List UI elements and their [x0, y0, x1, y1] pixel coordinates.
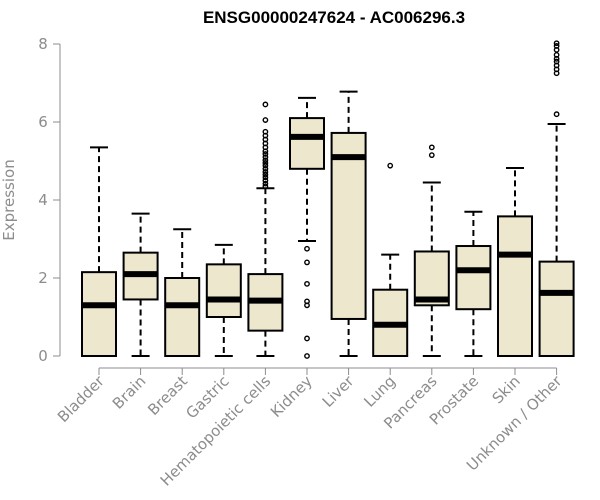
x-tick-label: Liver [319, 372, 358, 411]
outlier-point [262, 177, 269, 184]
chart-title: ENSG00000247624 - AC006296.3 [203, 8, 465, 27]
box-unknown-other [538, 40, 575, 357]
outlier-point [553, 58, 560, 65]
box-iqr [497, 215, 533, 357]
box-kidney [289, 96, 325, 359]
box-skin [497, 167, 533, 357]
outlier-point [262, 128, 269, 135]
outlier-point [428, 152, 435, 159]
outlier-point [304, 353, 310, 359]
box-liver [330, 90, 367, 357]
outlier-point [262, 171, 269, 178]
y-axis-label: Expression [0, 159, 18, 240]
box-pancreas [413, 144, 450, 357]
y-tick-label: 4 [38, 191, 48, 209]
box-iqr [538, 260, 575, 357]
box-breast [164, 228, 201, 357]
outlier-point [387, 162, 394, 169]
outlier-point [553, 40, 560, 47]
outlier-point [262, 117, 269, 123]
outlier-point [304, 335, 310, 342]
outlier-point [262, 169, 269, 175]
x-tick-label: Skin [489, 372, 524, 407]
box-gastric [205, 243, 242, 357]
outlier-point [262, 154, 269, 161]
box-brain [122, 212, 159, 357]
outlier-point [553, 52, 560, 58]
outlier-point [262, 165, 269, 172]
outlier-point [262, 101, 269, 108]
x-tick-label: Bladder [54, 372, 108, 426]
box-iqr [289, 117, 325, 170]
box-prostate [455, 210, 492, 357]
outlier-point [262, 183, 269, 190]
box-iqr [413, 250, 450, 307]
box-iqr [455, 245, 492, 311]
outlier-point [262, 160, 269, 166]
x-tick-label: Kidney [267, 372, 316, 421]
y-tick-label: 0 [38, 347, 48, 365]
y-tick-label: 2 [38, 269, 48, 287]
box-iqr [164, 277, 201, 357]
outlier-point [304, 298, 310, 305]
outlier-point [262, 180, 269, 187]
outlier-point [304, 245, 310, 252]
outlier-point [553, 43, 560, 49]
outlier-point [428, 144, 435, 151]
outlier-point [262, 151, 269, 157]
boxes-layer [81, 40, 575, 359]
y-tick-label: 8 [38, 35, 48, 53]
outlier-point [553, 111, 560, 118]
box-bladder [81, 146, 117, 357]
box-iqr [81, 271, 117, 357]
x-tick-label: Lung [360, 372, 399, 411]
box-iqr [330, 131, 367, 320]
y-tick-label: 6 [38, 113, 48, 131]
box-lung [372, 162, 409, 358]
box-iqr [205, 263, 242, 319]
outlier-point [262, 162, 269, 169]
outlier-point [304, 280, 310, 287]
outlier-point [262, 157, 269, 164]
outlier-point [262, 174, 269, 181]
y-axis: 0 2 4 6 8 [38, 35, 61, 365]
outlier-point [304, 259, 310, 266]
box-hematopoietic-cells [247, 101, 284, 357]
